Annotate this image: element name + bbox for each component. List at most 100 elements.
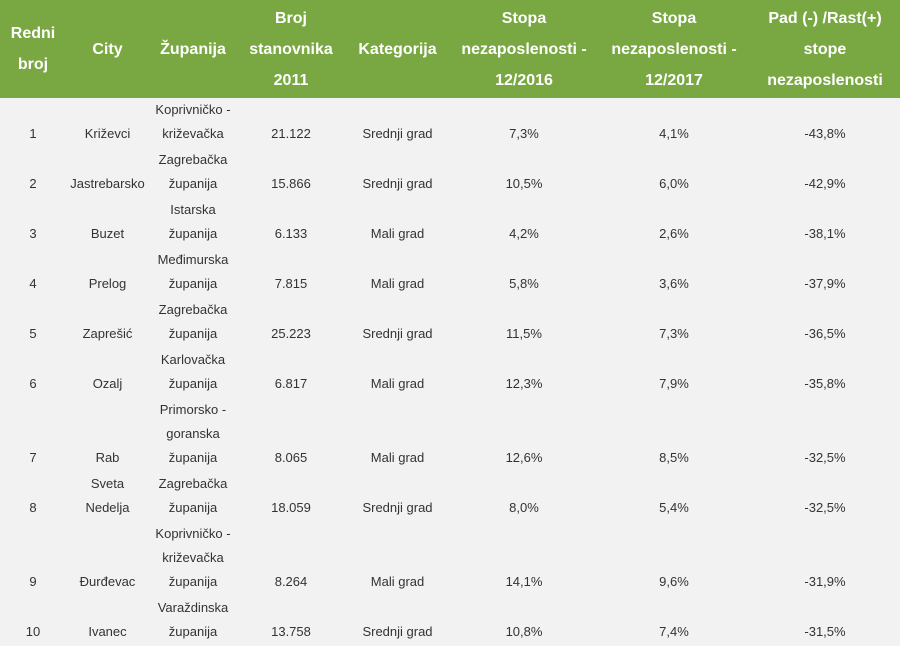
- table-cell: Jastrebarsko: [70, 176, 145, 191]
- column-header: Kategorija: [345, 0, 450, 98]
- table-cell: -32,5%: [804, 450, 846, 465]
- table-cell: 6.133: [274, 226, 308, 241]
- table-cell: 8.065: [274, 450, 308, 465]
- table-cell: Koprivničko - križevačka: [155, 102, 231, 141]
- table-cell: -31,9%: [804, 574, 846, 589]
- table-cell: Ozalj: [92, 376, 123, 391]
- table-cell: 10,8%: [505, 624, 543, 639]
- table-row: 3 Buzet Istarska županija 6.133 Mali grad 4,2…: [0, 198, 900, 248]
- table-cell: 18.059: [271, 500, 311, 515]
- table-cell: 15.866: [271, 176, 311, 191]
- table-cell: 8.264: [274, 574, 308, 589]
- table-cell: Buzet: [90, 226, 125, 241]
- table-cell: Zagrebačka županija: [158, 152, 228, 191]
- table-cell: 6: [29, 376, 37, 391]
- table-cell: Mali grad: [370, 226, 425, 241]
- table-cell: 8,0%: [509, 500, 539, 515]
- table-cell: Đurđevac: [79, 574, 136, 589]
- table-cell: 9,6%: [659, 574, 689, 589]
- table-row: 10 Ivanec Varaždinska županija 13.758 Srednj…: [0, 596, 900, 646]
- table-cell: -38,1%: [804, 226, 846, 241]
- table-cell: 8,5%: [659, 450, 689, 465]
- table-cell: Mali grad: [370, 574, 425, 589]
- column-header: Broj stanovnika 2011: [237, 0, 345, 98]
- column-header: City: [66, 0, 149, 98]
- table-cell: 21.122: [271, 126, 311, 141]
- table-cell: 4,1%: [659, 126, 689, 141]
- table-cell: 6.817: [274, 376, 308, 391]
- table-cell: 10,5%: [505, 176, 543, 191]
- table-cell: Srednji grad: [362, 326, 433, 341]
- table-cell: 1: [29, 126, 37, 141]
- table-cell: -35,8%: [804, 376, 846, 391]
- table-cell: -31,5%: [804, 624, 846, 639]
- table-cell: 5,4%: [659, 500, 689, 515]
- table-cell: Mali grad: [370, 376, 425, 391]
- table-row: 9 Đurđevac Koprivničko - križevačka župani…: [0, 522, 900, 596]
- table-cell: Zagrebačka županija: [158, 302, 228, 341]
- table-cell: Prelog: [88, 276, 127, 291]
- column-header: Županija: [149, 0, 237, 98]
- table-cell: 25.223: [271, 326, 311, 341]
- column-header: Stopa nezaposlenosti - 12/2017: [598, 0, 750, 98]
- column-header: Pad (-) /Rast(+) stope nezaposlenosti: [750, 0, 900, 98]
- table-cell: 5,8%: [509, 276, 539, 291]
- table-cell: -36,5%: [804, 326, 846, 341]
- table-cell: Srednji grad: [362, 176, 433, 191]
- table-row: 8 Sveta Nedelja Zagrebačka županija 18.059 S…: [0, 472, 900, 522]
- table-cell: Zagrebačka županija: [158, 476, 228, 515]
- table-cell: -43,8%: [804, 126, 846, 141]
- table-cell: Sveta Nedelja: [85, 476, 130, 515]
- table-cell: Mali grad: [370, 450, 425, 465]
- table-cell: 13.758: [271, 624, 311, 639]
- table-row: 2 Jastrebarsko Zagrebačka županija 15.866 Sr…: [0, 148, 900, 198]
- table-cell: 4: [29, 276, 37, 291]
- table-cell: 7,4%: [659, 624, 689, 639]
- table-cell: 6,0%: [659, 176, 689, 191]
- table-cell: -32,5%: [804, 500, 846, 515]
- table-cell: 7,9%: [659, 376, 689, 391]
- table-cell: 7,3%: [659, 326, 689, 341]
- table-row: 5 Zaprešić Zagrebačka županija 25.223 Srednj…: [0, 298, 900, 348]
- table-cell: 3: [29, 226, 37, 241]
- table-row: 1 Križevci Koprivničko - križevačka 21.122 S…: [0, 98, 900, 148]
- table-cell: Varaždinska županija: [157, 600, 229, 639]
- table-cell: 14,1%: [505, 574, 543, 589]
- table-cell: 7.815: [274, 276, 308, 291]
- table-cell: 7,3%: [509, 126, 539, 141]
- table-cell: 8: [29, 500, 37, 515]
- column-header: Stopa nezaposlenosti - 12/2016: [450, 0, 598, 98]
- table-cell: -37,9%: [804, 276, 846, 291]
- table-cell: Zaprešić: [82, 326, 133, 341]
- table-cell: Srednji grad: [362, 500, 433, 515]
- table-cell: Rab: [95, 450, 120, 465]
- table-cell: Koprivničko - križevačka županija: [155, 526, 231, 589]
- table-cell: Primorsko - goranska županija: [159, 402, 227, 465]
- table-row: 6 Ozalj Karlovačka županija 6.817 Mali grad 1…: [0, 348, 900, 398]
- table-cell: 9: [29, 574, 37, 589]
- table-cell: Istarska županija: [168, 202, 218, 241]
- column-header: Redni broj: [0, 0, 66, 98]
- table-cell: 7: [29, 450, 37, 465]
- table-cell: Međimurska županija: [157, 252, 229, 291]
- table-body: 1 Križevci Koprivničko - križevačka 21.122 S…: [0, 98, 900, 646]
- table-cell: 5: [29, 326, 37, 341]
- table-cell: 12,6%: [505, 450, 543, 465]
- table-cell: 10: [25, 624, 41, 639]
- table-cell: 11,5%: [506, 326, 542, 341]
- table-cell: -42,9%: [804, 176, 846, 191]
- table-cell: Mali grad: [370, 276, 425, 291]
- table-cell: Srednji grad: [362, 624, 433, 639]
- table-cell: Srednji grad: [362, 126, 433, 141]
- table-cell: 12,3%: [505, 376, 543, 391]
- table-cell: 2: [29, 176, 37, 191]
- table-cell: Križevci: [84, 126, 131, 141]
- table-cell: 3,6%: [659, 276, 689, 291]
- table-row: 4 Prelog Međimurska županija 7.815 Mali grad…: [0, 248, 900, 298]
- table-cell: 4,2%: [509, 226, 539, 241]
- table-row: 7 Rab Primorsko - goranska županija 8.065 Ma…: [0, 398, 900, 472]
- table-cell: Karlovačka županija: [160, 352, 226, 391]
- header-row: Redni broj City Županija Broj stanovnika 20…: [0, 0, 900, 98]
